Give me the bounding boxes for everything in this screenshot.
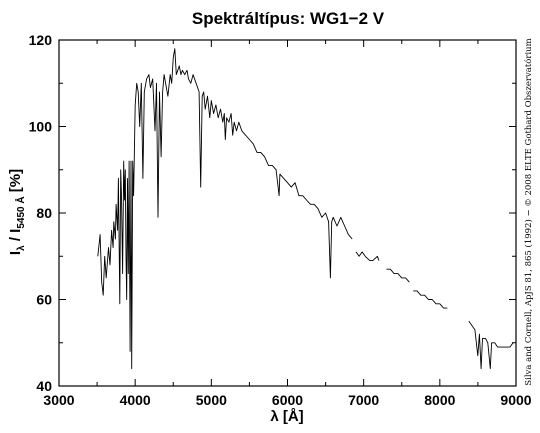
x-tick-label: 8000	[424, 392, 455, 408]
spectrum-segment-2	[355, 251, 380, 262]
y-tick-label: 80	[36, 205, 52, 221]
spectrum-segment-3	[386, 268, 410, 283]
y-tick-label: 60	[36, 292, 52, 308]
axis-ticks	[58, 39, 517, 387]
x-tick-label: 5000	[196, 392, 227, 408]
y-tick-label: 120	[29, 32, 53, 48]
y-label-sep: / I	[7, 229, 24, 246]
x-tick-label: 6000	[272, 392, 303, 408]
y-label-sub2: 5450 Å	[14, 196, 27, 228]
x-tick-label: 9000	[500, 392, 531, 408]
x-tick-label: 3000	[43, 392, 74, 408]
y-label-sub1: λ	[16, 245, 27, 251]
chart-title: Spektráltípus: WG1−2 V	[192, 9, 385, 28]
x-tick-label: 7000	[348, 392, 379, 408]
tick-labels: 3000 4000 5000 6000 7000 8000 9000 40 60 80 100 120	[29, 32, 532, 408]
y-label-unit: [%]	[7, 169, 24, 197]
spectrum-segment-5	[468, 320, 514, 370]
spectrum-segment-1	[97, 48, 353, 370]
x-axis-label: λ [Å]	[270, 408, 303, 425]
spectrum-segment-4	[413, 290, 448, 309]
x-tick-label: 4000	[120, 392, 151, 408]
spectrum-series	[97, 48, 514, 370]
y-tick-label: 100	[29, 119, 53, 135]
credit-note: Silva and Cornell, ApJS 81, 865 (1992) −…	[523, 38, 534, 385]
y-axis-label: Iλ / I5450 Å [%]	[7, 169, 27, 255]
y-label-main: I	[7, 251, 24, 255]
y-tick-label: 40	[36, 378, 52, 394]
